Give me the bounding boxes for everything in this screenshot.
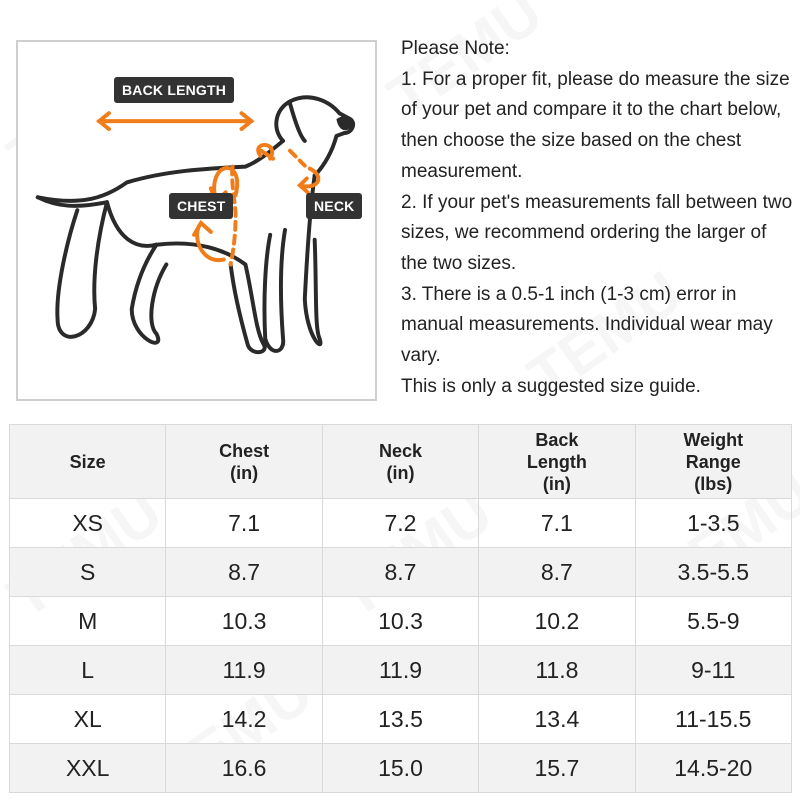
table-cell: L [8,645,167,695]
table-row: L 11.9 11.9 11.8 9-11 [8,645,793,695]
table-cell: 16.6 [165,743,323,793]
table-cell: 10.3 [321,596,480,646]
table-cell: 13.4 [478,694,636,744]
table-cell: M [8,596,167,646]
table-cell: 15.7 [478,743,636,793]
table-cell: S [8,547,167,597]
table-cell: XL [8,694,167,744]
table-cell: XS [8,498,167,548]
table-header-row: Size Chest (in) Neck (in) Back Length (i… [8,424,793,499]
table-row: XXL 16.6 15.0 15.7 14.5-20 [8,743,793,793]
note-item: 3. There is a 0.5-1 inch (1-3 cm) error … [401,283,773,367]
table-cell: 14.5-20 [634,743,793,793]
table-cell: 8.7 [321,547,480,597]
note-title: Please Note: [401,38,510,59]
header-back-length: Back Length (in) [478,424,636,499]
chest-label: CHEST [169,193,234,219]
table-cell: 7.1 [165,498,323,548]
table-row: XL 14.2 13.5 13.4 11-15.5 [8,694,793,744]
note-item: 1. For a proper fit, please do measure t… [401,68,790,182]
back-length-label: BACK LENGTH [114,77,235,103]
note-item: 2. If your pet's measurements fall betwe… [401,191,793,274]
dog-measurement-diagram: BACK LENGTH CHEST NECK [16,40,377,401]
dog-illustration [35,95,356,355]
header-size: Size [8,424,167,499]
table-cell: 11.9 [321,645,480,695]
table-cell: 8.7 [478,547,636,597]
table-cell: 14.2 [165,694,323,744]
table-cell: 5.5-9 [634,596,793,646]
table-row: S 8.7 8.7 8.7 3.5-5.5 [8,547,793,597]
header-chest: Chest (in) [165,424,323,499]
table-cell: 3.5-5.5 [634,547,793,597]
table-row: XS 7.1 7.2 7.1 1-3.5 [8,498,793,548]
table-cell: 1-3.5 [634,498,793,548]
table-cell: 10.3 [165,596,323,646]
table-cell: 10.2 [478,596,636,646]
table-cell: 13.5 [321,694,480,744]
table-cell: 15.0 [321,743,480,793]
header-neck: Neck (in) [321,424,480,499]
note-item: This is only a suggested size guide. [401,375,701,397]
table-cell: 11-15.5 [634,694,793,744]
table-cell: 7.1 [478,498,636,548]
table-cell: 9-11 [634,645,793,695]
size-chart-table: Size Chest (in) Neck (in) Back Length (i… [8,424,793,793]
table-row: M 10.3 10.3 10.2 5.5-9 [8,596,793,646]
neck-label: NECK [306,193,363,219]
table-cell: 7.2 [321,498,480,548]
size-note: Please Note: 1. For a proper fit, please… [401,34,796,402]
table-cell: 11.9 [165,645,323,695]
table-cell: 11.8 [478,645,636,695]
table-cell: 8.7 [165,547,323,597]
header-weight-range: Weight Range (lbs) [634,424,793,499]
table-cell: XXL [8,743,167,793]
